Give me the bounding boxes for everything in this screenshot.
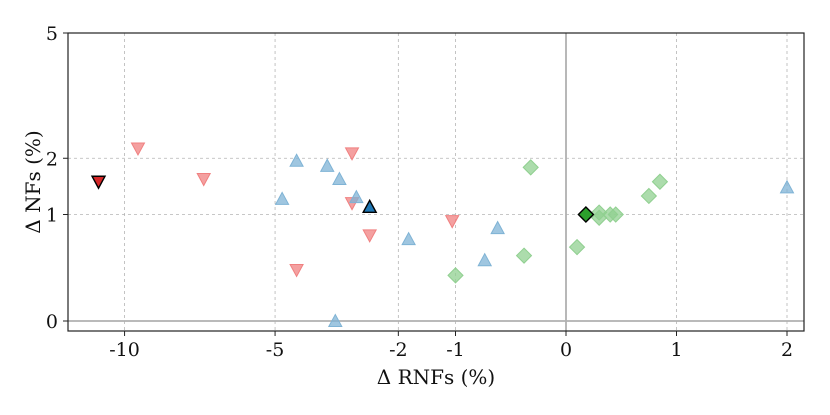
triangle-up-point [779,179,795,194]
triangle-down-point [289,264,304,278]
diamond-point [651,173,669,190]
diamond-point [640,187,658,205]
triangle-up-point [401,231,416,246]
diamond-point [515,247,533,264]
triangle-up-point [477,252,493,267]
y-tick-label: 5 [46,23,58,45]
reference-lines [68,33,804,331]
y-tick-label: 2 [46,148,58,170]
diamond-point [522,159,539,176]
x-tick-label: 0 [560,339,572,361]
highlighted-triangle-up-point [362,198,378,214]
x-tick-label: 1 [670,339,682,361]
triangle-up-point [274,191,290,205]
y-tick-label: 1 [46,205,58,227]
triangle-down-point [362,229,378,243]
x-tick-label: -1 [446,339,465,361]
triangle-down-point [130,142,146,157]
triangle-down-point [444,215,460,229]
triangle-up-point [349,189,364,204]
x-axis-label: Δ RNFs (%) [377,365,495,389]
highlighted-diamond-point [577,206,595,223]
data-points [90,142,795,327]
x-tick-label: -5 [266,339,285,361]
triangle-up-point [319,158,335,172]
triangle-up-point [332,171,347,186]
triangle-down-point [196,173,212,187]
diamond-point [607,206,624,223]
x-tick-label: 2 [781,339,793,361]
x-tick-label: -2 [389,339,408,361]
highlighted-triangle-down-point [90,175,107,190]
y-tick-label: 0 [46,311,58,333]
triangle-up-point [289,153,304,167]
grid [68,33,804,331]
triangle-up-point [327,313,343,327]
triangle-down-point [344,147,360,161]
diamond-point [568,238,586,256]
triangle-up-point [490,220,505,235]
y-axis-label: Δ NFs (%) [21,130,45,233]
diamond-point [447,267,464,284]
plot-frame [67,32,805,332]
x-tick-label: -10 [109,339,140,361]
